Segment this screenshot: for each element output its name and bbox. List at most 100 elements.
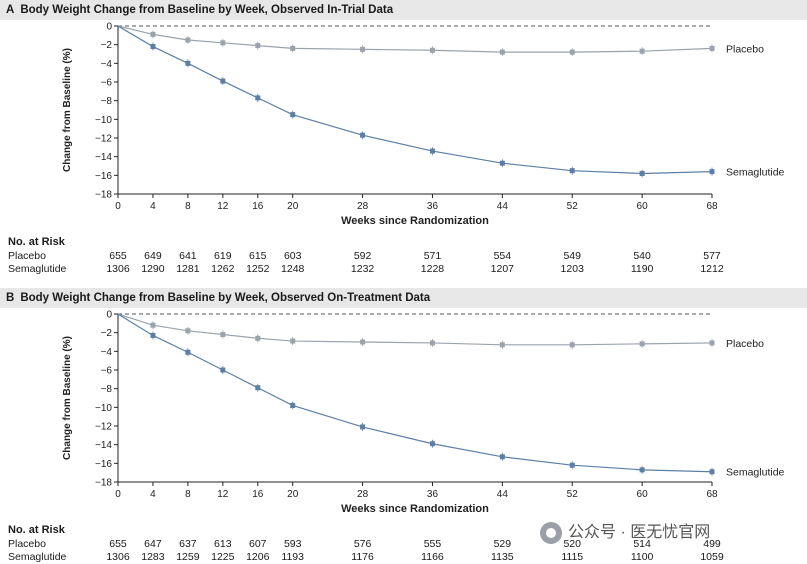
panel-a-y-axis-label: Change from Baseline (%) — [62, 48, 73, 172]
panel-a-letter: A — [6, 4, 15, 16]
panel-b-risk-semaglutide-value: 1225 — [211, 551, 235, 563]
panel-a-risk-semaglutide-value: 1262 — [211, 263, 235, 275]
panel-b-risk-semaglutide-value: 1176 — [351, 551, 374, 563]
watermark: 公众号 · 医无忧官网 — [540, 518, 710, 544]
panel-b-xtick-label: 0 — [115, 489, 121, 500]
panel-a-ytick-label: −8 — [101, 96, 113, 107]
panel-a-risk-semaglutide-value: 1232 — [350, 263, 375, 275]
panel-b-xtick-label: 28 — [357, 489, 369, 500]
panel-a-risk-placebo-value: 641 — [179, 250, 197, 262]
panel-a-ytick-label: −16 — [95, 171, 112, 182]
panel-a-title: A Body Weight Change from Baseline by Wee… — [6, 0, 393, 20]
panel-a-x-axis-label: Weeks since Randomization — [341, 215, 489, 227]
panel-b-xtick-label: 4 — [150, 489, 156, 500]
panel-a-placebo-line — [117, 25, 713, 53]
panel-a-risk-header: No. at Risk — [8, 236, 65, 248]
panel-a-risk-placebo-value: 615 — [248, 250, 267, 262]
panel-a-risk-semaglutide-value: 1281 — [176, 263, 200, 275]
panel-a-risk-semaglutide-value: 1190 — [630, 263, 654, 275]
panel-a-risk-semaglutide-value: 1203 — [560, 263, 584, 275]
panel-b-ytick-label: −4 — [101, 347, 113, 358]
panel-a-semaglutide-series-label: Semaglutide — [726, 167, 785, 179]
panel-b-risk-semaglutide-value: 1193 — [281, 551, 304, 563]
panel-b-risk-semaglutide-value: 1166 — [421, 551, 444, 563]
panel-a-xtick-label: 20 — [287, 201, 299, 212]
panel-b-x-axis-label: Weeks since Randomization — [341, 503, 489, 515]
panel-a-risk-semaglutide-value: 1248 — [281, 263, 305, 275]
panel-b-risk-semaglutide-value: 1135 — [491, 551, 514, 563]
panel-a-risk-semaglutide-value: 1290 — [141, 263, 165, 275]
panel-a-xtick-label: 12 — [217, 201, 229, 212]
wechat-icon — [540, 521, 562, 544]
panel-b-risk-placebo-value: 499 — [703, 538, 721, 550]
panel-b-risk-placebo-value: 637 — [179, 538, 197, 550]
panel-a-risk-semaglutide-value: 1212 — [700, 263, 724, 275]
panel-a-ytick-label: −12 — [95, 134, 112, 145]
panel-a-risk-placebo-value: 540 — [633, 250, 651, 262]
panel-b-xtick-label: 60 — [637, 489, 649, 500]
panel-b-ytick-label: −16 — [95, 459, 112, 470]
panel-b-risk-label-placebo: Placebo — [8, 538, 46, 550]
panel-a-xtick-label: 36 — [427, 201, 439, 212]
panel-a-title-text: Body Weight Change from Baseline by Week… — [20, 4, 394, 16]
panel-b-letter: B — [6, 292, 15, 304]
panel-b-semaglutide-series-label: Semaglutide — [726, 467, 785, 479]
panel-a-risk-placebo-value: 554 — [493, 250, 512, 262]
panel-b-header: B Body Weight Change from Baseline by Wee… — [0, 288, 807, 308]
panel-a-xtick-label: 8 — [185, 201, 191, 212]
panel-b-risk-placebo-value: 607 — [248, 538, 267, 550]
panel-a-risk-placebo-value: 619 — [214, 250, 232, 262]
panel-b-xtick-label: 20 — [287, 489, 299, 500]
panel-b-ytick-label: −6 — [101, 366, 113, 377]
panel-a-ytick-label: −4 — [101, 59, 113, 70]
panel-a-ytick-label: −6 — [101, 78, 113, 89]
panel-b-title: B Body Weight Change from Baseline by Wee… — [6, 288, 430, 308]
panel-a-xtick-label: 0 — [115, 201, 121, 212]
panel-a-ytick-label: −18 — [95, 190, 112, 201]
panel-a-ytick-label: −14 — [95, 152, 112, 163]
panel-b-ytick-label: −10 — [95, 403, 112, 414]
panel-b-xtick-label: 44 — [497, 489, 509, 500]
panel-b-risk-label-semaglutide: Semaglutide — [8, 551, 67, 563]
panel-a-xtick-label: 44 — [497, 201, 509, 212]
panel-b-risk-placebo-value: 520 — [563, 538, 581, 550]
panel-b-risk-placebo-value: 655 — [109, 538, 127, 550]
panel-b-ytick-label: −2 — [101, 328, 113, 339]
panel-b-placebo-series-label: Placebo — [726, 338, 764, 350]
panel-b-risk-semaglutide-value: 1100 — [630, 551, 654, 563]
panel-b-ytick-label: −14 — [95, 440, 112, 451]
panel-b-y-axis-label: Change from Baseline (%) — [62, 336, 73, 460]
panel-b-risk-semaglutide-value: 1283 — [141, 551, 165, 563]
panel-b-risk-semaglutide-value: 1206 — [246, 551, 270, 563]
panel-b-risk-placebo-value: 593 — [283, 538, 302, 550]
panel-b-risk-placebo-value: 613 — [214, 538, 232, 550]
panel-a-risk-label-semaglutide: Semaglutide — [8, 263, 67, 275]
chart-a: 0−2−4−6−8−10−12−14−16−180 4 8 12 16 20 28 36 44 5… — [62, 22, 785, 228]
panel-b-xtick-label: 52 — [567, 489, 579, 500]
panel-a-risk-semaglutide-value: 1228 — [420, 263, 445, 275]
panel-a-xtick-label: 28 — [357, 201, 369, 212]
panel-b-xtick-label: 12 — [217, 489, 229, 500]
panel-a-risk-placebo-value: 577 — [703, 250, 721, 262]
panel-b-placebo-line — [117, 313, 713, 346]
panel-a-risk-placebo-value: 649 — [144, 250, 162, 262]
panel-a-ytick-label: −10 — [95, 115, 112, 126]
panel-a-xtick-label: 4 — [150, 201, 156, 212]
panel-b-xtick-label: 36 — [427, 489, 439, 500]
panel-a-risk-semaglutide-value: 1207 — [490, 263, 515, 275]
panel-b-ytick-label: −12 — [95, 422, 112, 433]
panel-a-semaglutide-line — [117, 25, 713, 175]
panel-a-ytick-label: 0 — [106, 22, 112, 33]
panel-a-xtick-label: 52 — [567, 201, 579, 212]
panel-b-ytick-label: −8 — [101, 384, 113, 395]
panel-b-risk-placebo-value: 576 — [353, 538, 372, 550]
panel-a-risk-semaglutide-value: 1252 — [246, 263, 270, 275]
panel-b-risk-semaglutide-value: 1115 — [561, 551, 584, 563]
panel-b-risk-placebo-value: 647 — [144, 538, 162, 550]
panel-b-xtick-label: 16 — [252, 489, 264, 500]
panel-a-risk-semaglutide-value: 1306 — [106, 263, 130, 275]
panel-a-ytick-label: −2 — [101, 40, 113, 51]
panel-a-risk-placebo-value: 603 — [283, 250, 302, 262]
chart-b: 0−2−4−6−8−10−12−14−16−180 4 8 12 16 20 28 36 44 5… — [62, 310, 785, 516]
